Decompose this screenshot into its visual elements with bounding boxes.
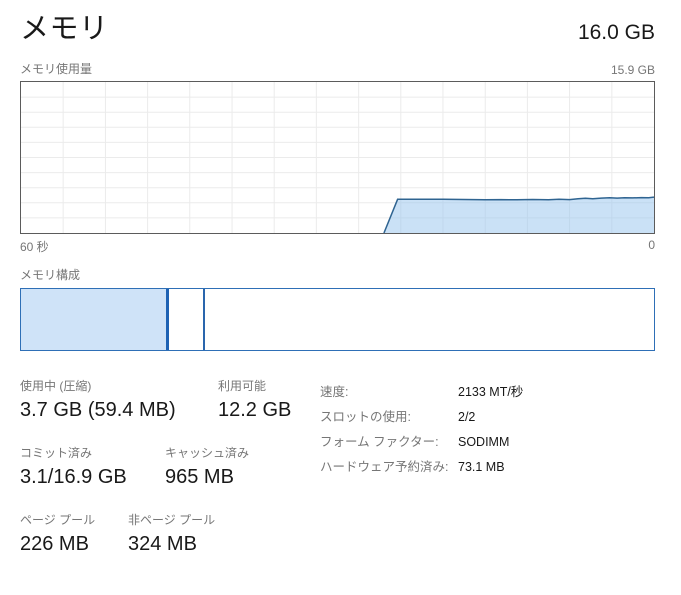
detail-label: ハードウェア予約済み:	[320, 460, 449, 474]
stat-in-use: 使用中 (圧縮) 3.7 GB (59.4 MB)	[20, 378, 218, 423]
total-capacity: 16.0 GB	[577, 21, 655, 44]
page-title: メモリ	[20, 13, 109, 45]
stat-committed: コミット済み 3.1/16.9 GB	[20, 445, 165, 490]
detail-value: 2/2	[458, 410, 476, 424]
detail-value: 73.1 MB	[458, 460, 505, 474]
stat-label: 非ページ プール	[128, 513, 216, 527]
stat-label: 使用中 (圧縮)	[20, 379, 92, 393]
composition-label: メモリ構成	[20, 268, 81, 282]
detail-row-speed: 速度: 2133 MT/秒	[320, 380, 523, 405]
stat-value: 324 MB	[128, 533, 197, 555]
stats-area: 使用中 (圧縮) 3.7 GB (59.4 MB) 利用可能 12.2 GB コ…	[20, 378, 655, 579]
detail-label: スロットの使用:	[320, 410, 411, 424]
detail-value: SODIMM	[458, 435, 510, 449]
stat-cached: キャッシュ済み 965 MB	[165, 445, 249, 490]
stat-row: ページ プール 226 MB 非ページ プール 324 MB	[20, 512, 320, 557]
axis-right-label: 0	[648, 238, 655, 252]
memory-usage-chart-svg	[21, 82, 654, 233]
stat-value: 3.7 GB (59.4 MB)	[20, 399, 176, 421]
usage-chart-label: メモリ使用量	[20, 62, 93, 76]
composition-segment-in-use[interactable]	[21, 289, 166, 350]
detail-value: 2133 MT/秒	[458, 385, 524, 399]
memory-composition-bar[interactable]	[20, 288, 655, 351]
stat-row: コミット済み 3.1/16.9 GB キャッシュ済み 965 MB	[20, 445, 320, 490]
detail-row-slots: スロットの使用: 2/2	[320, 405, 523, 430]
stat-label: 利用可能	[218, 379, 267, 393]
stat-nonpaged-pool: 非ページ プール 324 MB	[128, 512, 215, 557]
usage-chart-max-label: 15.9 GB	[610, 63, 655, 77]
composition-segment-modified-standby[interactable]	[168, 289, 204, 350]
stat-value: 965 MB	[165, 466, 234, 488]
composition-segment-separator-in-use[interactable]	[165, 289, 169, 350]
usage-chart-header: メモリ使用量 15.9 GB	[20, 60, 655, 77]
axis-left-label: 60 秒	[20, 240, 49, 254]
stat-value: 3.1/16.9 GB	[20, 466, 127, 488]
memory-usage-chart[interactable]	[20, 81, 655, 234]
stat-available: 利用可能 12.2 GB	[218, 378, 291, 423]
hardware-details-block: 速度: 2133 MT/秒 スロットの使用: 2/2 フォーム ファクター: S…	[320, 378, 523, 579]
stat-value: 12.2 GB	[218, 399, 292, 421]
chart-axis-labels: 60 秒 0	[20, 238, 655, 255]
stat-label: ページ プール	[20, 513, 96, 527]
header: メモリ 16.0 GB	[20, 10, 655, 48]
detail-row-hw-reserved: ハードウェア予約済み: 73.1 MB	[320, 455, 523, 480]
stat-label: コミット済み	[20, 446, 93, 460]
stat-label: キャッシュ済み	[165, 446, 250, 460]
composition-segment-free[interactable]	[205, 289, 654, 350]
composition-segment-separator-standby[interactable]	[203, 289, 206, 350]
detail-label: フォーム ファクター:	[320, 435, 439, 449]
stat-paged-pool: ページ プール 226 MB	[20, 512, 128, 557]
stat-row: 使用中 (圧縮) 3.7 GB (59.4 MB) 利用可能 12.2 GB	[20, 378, 320, 423]
stats-left-block: 使用中 (圧縮) 3.7 GB (59.4 MB) 利用可能 12.2 GB コ…	[20, 378, 320, 579]
stat-value: 226 MB	[20, 533, 89, 555]
detail-label: 速度:	[320, 385, 349, 399]
detail-row-form-factor: フォーム ファクター: SODIMM	[320, 430, 523, 455]
